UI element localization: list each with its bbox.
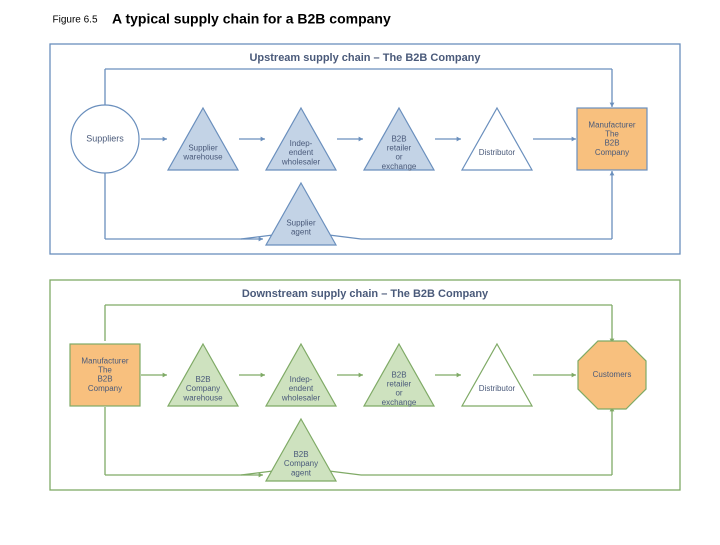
- svg-text:warehouse: warehouse: [182, 153, 223, 162]
- upstream-panel: Upstream supply chain – The B2B Company S…: [50, 44, 680, 254]
- downstream-panel: Downstream supply chain – The B2B Compan…: [50, 280, 680, 490]
- svg-text:Indep-: Indep-: [290, 375, 313, 384]
- svg-text:B2B: B2B: [97, 375, 112, 384]
- svg-text:B2B: B2B: [391, 134, 406, 143]
- upstream-manufacturer: ManufacturerTheB2BCompany: [577, 108, 647, 170]
- svg-text:Indep-: Indep-: [290, 139, 313, 148]
- upstream-retailer: B2Bretailerorexchange: [364, 108, 434, 171]
- svg-text:retailer: retailer: [387, 144, 412, 153]
- svg-text:Customers: Customers: [593, 370, 632, 379]
- svg-text:Supplier: Supplier: [286, 219, 316, 228]
- svg-text:agent: agent: [291, 468, 312, 477]
- svg-text:warehouse: warehouse: [182, 393, 223, 402]
- upstream-agent: Supplieragent: [266, 183, 336, 245]
- figure-title: A typical supply chain for a B2B company: [112, 11, 391, 27]
- svg-text:B2B: B2B: [391, 370, 406, 379]
- downstream-wholesaler: Indep-endentwholesaler: [266, 344, 336, 406]
- svg-text:exchange: exchange: [382, 398, 417, 407]
- svg-text:Company: Company: [186, 384, 220, 393]
- downstream-manufacturer: ManufacturerTheB2BCompany: [70, 344, 140, 406]
- svg-text:Manufacturer: Manufacturer: [81, 356, 128, 365]
- svg-text:endent: endent: [289, 148, 314, 157]
- svg-text:Suppliers: Suppliers: [86, 133, 124, 143]
- supply-chain-diagram: Figure 6.5 A typical supply chain for a B…: [0, 0, 720, 540]
- svg-text:endent: endent: [289, 384, 314, 393]
- svg-text:Distributor: Distributor: [479, 148, 516, 157]
- upstream-distributor: Distributor: [462, 108, 532, 170]
- svg-text:Downstream supply chain – The: Downstream supply chain – The B2B Compan…: [242, 288, 489, 300]
- svg-text:or: or: [395, 389, 402, 398]
- svg-text:retailer: retailer: [387, 380, 412, 389]
- svg-text:Company: Company: [88, 384, 122, 393]
- svg-text:Upstream supply chain – The B2: Upstream supply chain – The B2B Company: [249, 52, 481, 64]
- upstream-wholesaler: Indep-endentwholesaler: [266, 108, 336, 170]
- svg-text:The: The: [605, 130, 619, 139]
- svg-text:wholesaler: wholesaler: [281, 393, 321, 402]
- downstream-retailer: B2Bretailerorexchange: [364, 344, 434, 407]
- svg-text:The: The: [98, 366, 112, 375]
- svg-text:Supplier: Supplier: [188, 144, 218, 153]
- upstream-suppliers: Suppliers: [71, 105, 139, 173]
- svg-text:Distributor: Distributor: [479, 384, 516, 393]
- svg-text:Manufacturer: Manufacturer: [588, 120, 635, 129]
- svg-text:wholesaler: wholesaler: [281, 157, 321, 166]
- svg-text:exchange: exchange: [382, 162, 417, 171]
- svg-text:B2B: B2B: [604, 139, 619, 148]
- upstream-warehouse: Supplierwarehouse: [168, 108, 238, 170]
- downstream-distributor: Distributor: [462, 344, 532, 406]
- svg-text:Company: Company: [284, 459, 318, 468]
- svg-text:Figure 6.5: Figure 6.5: [52, 15, 97, 26]
- svg-text:B2B: B2B: [195, 375, 210, 384]
- downstream-customers: Customers: [578, 341, 646, 409]
- svg-text:B2B: B2B: [293, 450, 308, 459]
- svg-text:Company: Company: [595, 148, 629, 157]
- downstream-warehouse: B2BCompanywarehouse: [168, 344, 238, 406]
- svg-text:agent: agent: [291, 228, 312, 237]
- svg-text:or: or: [395, 153, 402, 162]
- downstream-agent: B2BCompanyagent: [266, 419, 336, 481]
